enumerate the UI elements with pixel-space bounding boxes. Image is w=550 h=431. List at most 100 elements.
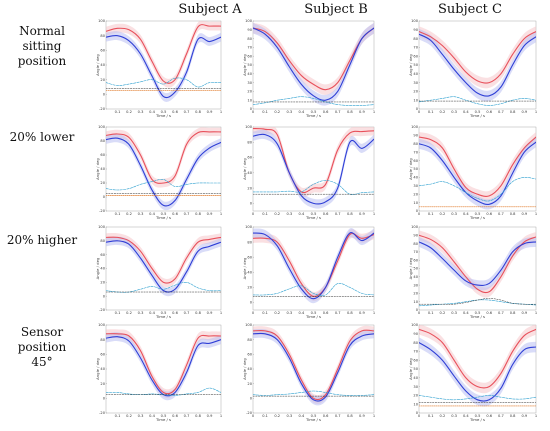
y-axis-label: Angle / deg xyxy=(95,358,100,380)
y-axis-label: Angle / deg xyxy=(242,158,247,180)
y-tick-label: 0 xyxy=(250,397,253,401)
x-tick-label: 0.4 xyxy=(463,414,469,418)
y-tick-label: 0 xyxy=(250,107,253,111)
y-tick-label: 10 xyxy=(413,402,418,406)
x-tick-label: 0.2 xyxy=(440,110,446,114)
x-tick-label: 0.9 xyxy=(207,110,213,114)
y-axis-label: Angle / deg xyxy=(95,257,100,279)
y-tick-label: 40 xyxy=(100,63,105,67)
x-tick-label: 0.3 xyxy=(286,110,292,114)
x-axis-label: Time / s xyxy=(155,215,171,220)
y-tick-label: 80 xyxy=(413,37,418,41)
plot-frame xyxy=(252,226,375,311)
series-line-cyan xyxy=(419,299,536,307)
series-line-red xyxy=(419,328,536,389)
x-tick-label: 0.5 xyxy=(475,311,481,315)
y-tick-label: 40 xyxy=(247,270,252,274)
y-tick-label: -20 xyxy=(99,308,106,312)
row-title-20-higher: 20% higher xyxy=(6,233,78,247)
series-line-black_dashed xyxy=(419,298,536,305)
column-title-subject-c: Subject C xyxy=(438,2,502,17)
series-line-cyan xyxy=(253,180,374,195)
plot-area xyxy=(253,228,374,304)
x-tick-label: 0.4 xyxy=(149,311,155,315)
std-band-blue xyxy=(106,236,221,297)
std-band-red xyxy=(419,132,536,202)
x-tick-label: 0.7 xyxy=(184,414,190,418)
series-line-cyan xyxy=(419,177,536,202)
x-tick-label: 0.7 xyxy=(498,311,504,315)
x-tick-label: 0.5 xyxy=(161,311,167,315)
std-band-blue xyxy=(106,133,221,211)
series-line-red xyxy=(253,127,374,194)
y-axis-label: Angle / deg xyxy=(408,54,413,76)
y-tick-label: 40 xyxy=(413,275,418,279)
x-tick-label: 0.1 xyxy=(428,110,434,114)
x-tick-label: 0.9 xyxy=(521,212,527,216)
x-tick-label: 0.8 xyxy=(347,110,353,114)
x-tick-label: 0.1 xyxy=(115,212,121,216)
y-tick-label: 80 xyxy=(100,34,105,38)
y-tick-label: 100 xyxy=(98,19,106,23)
x-tick-label: 0.2 xyxy=(440,414,446,418)
y-tick-label: 80 xyxy=(100,338,105,342)
x-tick-label: 0.9 xyxy=(207,414,213,418)
std-band-red xyxy=(106,21,221,88)
x-tick-label: 0.4 xyxy=(463,110,469,114)
y-tick-label: 100 xyxy=(411,323,419,327)
y-tick-label: 80 xyxy=(247,240,252,244)
y-tick-label: 0 xyxy=(103,93,106,97)
chart-r2-c1: 0 20 40 60 80 100 0 0.1 0.2 0.3 0.4 0.5 0.6 0.7 0.8 0.9… xyxy=(242,225,375,319)
x-tick-label: 0.1 xyxy=(262,414,268,418)
x-tick-label: 0.1 xyxy=(262,212,268,216)
std-band-red xyxy=(106,127,221,188)
series-line-blue xyxy=(419,241,536,286)
y-tick-label: 50 xyxy=(413,267,418,271)
chart-r3-c0: -20 0 20 40 60 80 100 0.1 0.2 0.3 0.4 0.5 0.6 0.7 0.8 0… xyxy=(95,323,222,422)
x-tick-label: 0.6 xyxy=(172,110,178,114)
y-tick-label: 70 xyxy=(413,46,418,50)
row-title-20-lower: 20% lower xyxy=(9,130,75,144)
x-tick-label: 0.6 xyxy=(486,414,492,418)
y-tick-label: 80 xyxy=(100,139,105,143)
x-tick-label: 0.6 xyxy=(486,311,492,315)
y-tick-label: 60 xyxy=(413,54,418,58)
y-tick-label: 60 xyxy=(247,156,252,160)
x-tick-label: 0.9 xyxy=(521,311,527,315)
y-tick-label: 0 xyxy=(416,107,419,111)
x-tick-label: 0 xyxy=(252,311,255,315)
x-tick-label: 0.2 xyxy=(126,311,132,315)
y-tick-label: 10 xyxy=(413,201,418,205)
series-line-red xyxy=(106,24,221,84)
x-tick-label: 0.2 xyxy=(274,212,280,216)
x-tick-label: 0.4 xyxy=(463,311,469,315)
y-tick-label: 40 xyxy=(247,171,252,175)
x-tick-label: 0.4 xyxy=(299,110,305,114)
series-line-red xyxy=(419,136,536,197)
series-line-cyan xyxy=(419,395,536,401)
row-title-sensor-position: Sensor position 45° xyxy=(17,325,67,369)
x-tick-label: 0.3 xyxy=(451,110,457,114)
x-tick-label: 0.2 xyxy=(274,311,280,315)
x-tick-label: 0.1 xyxy=(115,110,121,114)
plot-area xyxy=(106,127,221,211)
chart-r0-c0: -20 0 20 40 60 80 100 0.1 0.2 0.3 0.4 0.5 0.6 0.7 0.8 0… xyxy=(95,19,222,118)
x-tick-label: 0 xyxy=(418,414,421,418)
series-line-blue xyxy=(253,27,374,101)
x-tick-label: 1 xyxy=(220,414,222,418)
y-tick-label: 20 xyxy=(247,186,252,190)
y-tick-label: 90 xyxy=(413,234,418,238)
y-tick-label: 20 xyxy=(247,90,252,94)
y-tick-label: 70 xyxy=(413,150,418,154)
plot-area xyxy=(253,22,374,106)
y-tick-label: 20 xyxy=(247,286,252,290)
x-tick-label: 0.3 xyxy=(286,311,292,315)
y-tick-label: 40 xyxy=(413,72,418,76)
x-tick-label: 0.3 xyxy=(138,414,144,418)
x-axis-label: Time / s xyxy=(155,113,171,118)
y-axis-label: Angle / deg xyxy=(408,158,413,180)
y-tick-label: 80 xyxy=(100,239,105,243)
y-tick-label: 10 xyxy=(413,300,418,304)
y-tick-label: 20 xyxy=(247,382,252,386)
